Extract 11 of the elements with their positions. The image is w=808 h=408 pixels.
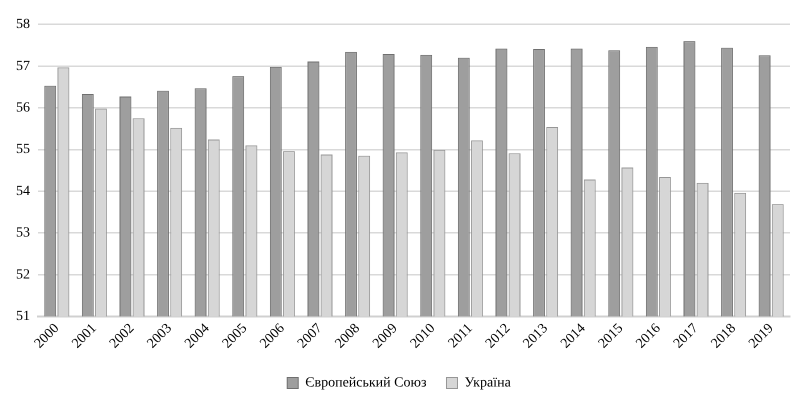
legend-label: Україна <box>464 376 512 391</box>
x-tick-label: 2011 <box>446 321 476 352</box>
y-tick-label: 53 <box>16 226 30 241</box>
y-tick-label: 51 <box>16 308 30 324</box>
y-tick-label: 57 <box>16 58 30 74</box>
y-tick-label: 56 <box>16 100 30 116</box>
y-tick-label: 58 <box>16 17 30 32</box>
y-tick-label: 52 <box>16 267 30 282</box>
y-tick-label: 55 <box>16 142 30 158</box>
legend-label: Європейський Союз <box>305 376 427 391</box>
y-tick-label: 54 <box>16 184 30 199</box>
